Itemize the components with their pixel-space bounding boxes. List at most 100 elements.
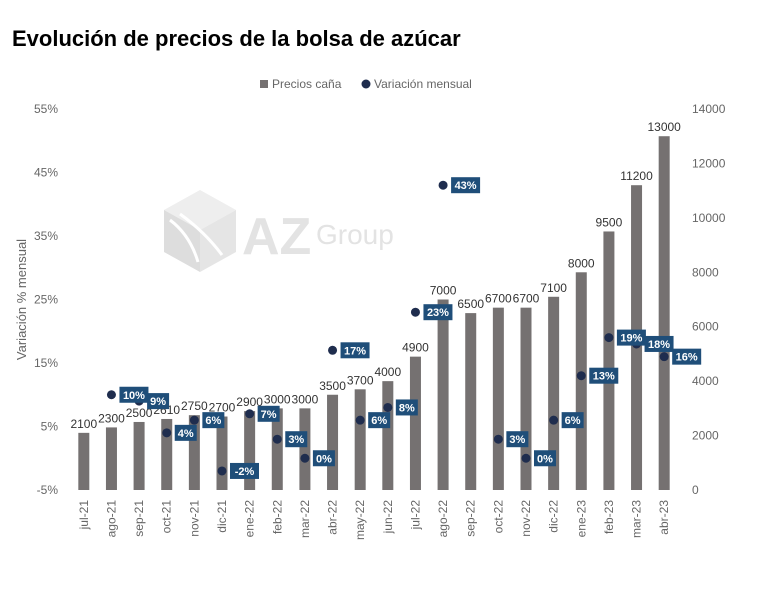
dot (245, 409, 255, 419)
pct-label: 23% (427, 307, 449, 319)
bar (161, 418, 173, 490)
pct-label: 9% (150, 396, 166, 408)
bar (188, 415, 200, 490)
legend: Precios caña Variación mensual (260, 77, 472, 91)
category-label: mar-23 (630, 500, 644, 538)
bar-value-label: 2750 (181, 399, 208, 413)
pct-label: 4% (178, 428, 194, 440)
bar-value-label: 11200 (620, 169, 653, 183)
bar-value-label: 13000 (647, 120, 681, 134)
category-label: abr-22 (326, 500, 340, 535)
right-tick-label: 14000 (692, 102, 726, 116)
bar (327, 394, 339, 490)
dot (328, 345, 338, 355)
dot (659, 352, 669, 362)
dot (549, 415, 559, 425)
right-tick-label: 2000 (692, 429, 719, 443)
dot (300, 453, 310, 463)
bar (244, 411, 256, 490)
pct-label: 6% (371, 415, 387, 427)
pct-label-box (119, 386, 149, 403)
dot (604, 333, 614, 343)
dot (383, 402, 393, 412)
bar-value-label: 2500 (126, 406, 153, 420)
bar-value-label: 9500 (596, 215, 623, 229)
watermark-brand: AZ (242, 208, 311, 266)
pct-label: 13% (593, 371, 615, 383)
right-tick-label: 10000 (692, 211, 726, 225)
category-label: mar-22 (298, 500, 312, 538)
dot (493, 434, 503, 444)
left-tick-label: 15% (34, 356, 58, 370)
left-tick-label: -5% (37, 483, 59, 497)
pct-label-box (340, 342, 370, 359)
dot (438, 180, 448, 190)
bar-value-label: 3700 (347, 373, 374, 387)
pct-label-box (423, 304, 453, 321)
bar-value-label: 2900 (236, 395, 263, 409)
category-label: ago-21 (104, 500, 118, 538)
category-label: nov-21 (187, 500, 201, 537)
right-tick-label: 6000 (692, 320, 719, 334)
pct-label: 6% (205, 415, 221, 427)
bar-value-label: 2700 (209, 401, 236, 415)
category-label: abr-23 (657, 500, 671, 535)
pct-label: 17% (344, 345, 366, 357)
bar-value-label: 8000 (568, 256, 595, 270)
legend-bar-swatch (260, 80, 268, 88)
pct-label-box (451, 177, 481, 194)
pct-label-box (174, 424, 197, 441)
bar (133, 421, 145, 490)
category-label: sep-22 (464, 500, 478, 537)
bar-value-label: 4900 (402, 341, 429, 355)
axes: -5% 5% 15% 25% 35% 45% 55% 0 2000 4000 6000 8000 100… (14, 102, 726, 540)
bar-labels: 2100 2300 2500 2610 2750 2700 2900 3000 30003500… (70, 120, 681, 431)
bar-value-label: 6700 (485, 292, 512, 306)
legend-entry-bars: Precios caña (272, 77, 342, 91)
bar (492, 307, 504, 490)
category-label: nov-22 (519, 500, 533, 537)
pct-label: 3% (509, 434, 525, 446)
category-label: may-22 (353, 500, 367, 540)
chart-title: Evolución de precios de la bolsa de azúc… (12, 26, 461, 51)
left-tick-label: 25% (34, 293, 58, 307)
dot (576, 371, 586, 381)
bar (437, 299, 449, 490)
dot (272, 434, 282, 444)
bar-value-label: 6500 (457, 297, 484, 311)
category-label: ago-22 (436, 500, 450, 538)
watermark: AZ Group (164, 190, 394, 272)
bar (575, 272, 587, 490)
pct-label-box (644, 335, 674, 352)
right-tick-label: 12000 (692, 156, 726, 170)
pct-label: 10% (123, 390, 145, 402)
dot (521, 453, 531, 463)
cube-logo-icon (164, 190, 236, 272)
bar-value-label: 3500 (319, 379, 346, 393)
legend-entry-dots: Variación mensual (374, 77, 472, 91)
pct-label-box (616, 329, 646, 346)
bar (105, 427, 117, 490)
pct-label-box (147, 393, 170, 410)
category-label: ene-23 (574, 500, 588, 538)
pct-label: 7% (261, 409, 277, 421)
pct-label-box (202, 412, 225, 429)
pct-label-box (312, 450, 335, 467)
category-label: dic-21 (215, 500, 229, 533)
pct-label-box (368, 412, 391, 429)
pct-label-box (285, 431, 308, 448)
pct-label-box (230, 462, 259, 479)
pct-label: -2% (235, 466, 255, 478)
left-axis-title: Variación % mensual (14, 239, 29, 360)
bar-value-label: 4000 (374, 365, 401, 379)
legend-dot-swatch (361, 79, 371, 89)
category-label: ene-22 (243, 500, 257, 538)
bar (382, 381, 394, 490)
left-tick-label: 35% (34, 229, 58, 243)
right-tick-label: 8000 (692, 265, 719, 279)
bar (299, 408, 311, 490)
bar-value-label: 2100 (70, 417, 97, 431)
pct-label: 0% (537, 453, 553, 465)
bar-value-label: 7000 (430, 284, 457, 298)
pct-label: 16% (676, 352, 698, 364)
